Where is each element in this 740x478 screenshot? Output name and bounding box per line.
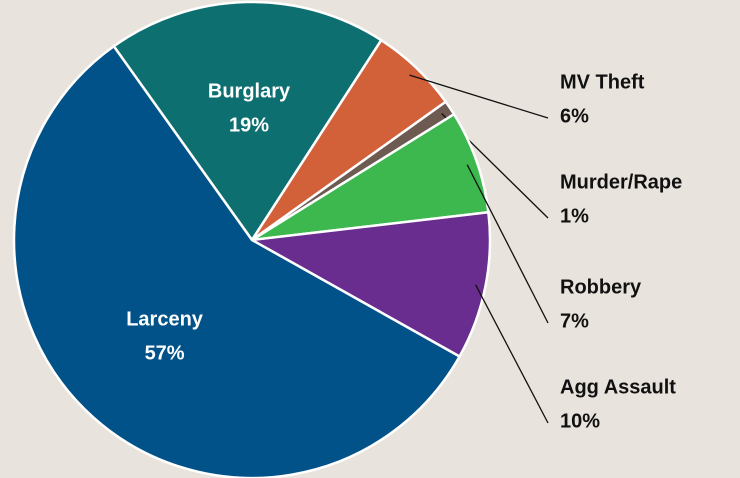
- slice-value-label: 10%: [560, 410, 600, 432]
- slice-value-label: 1%: [560, 205, 589, 227]
- slice-label: Murder/Rape: [560, 171, 682, 193]
- slice-value-label: 19%: [229, 114, 269, 136]
- slice-label: Burglary: [208, 80, 291, 102]
- slice-label: Robbery: [560, 276, 642, 298]
- pie-slice: [251, 112, 490, 242]
- slice-value-label: 7%: [560, 310, 589, 332]
- slice-label: Larceny: [126, 309, 204, 331]
- slice-value-label: 6%: [560, 105, 589, 127]
- pie-slice: [248, 210, 492, 359]
- slice-value-label: 57%: [145, 343, 185, 365]
- leader-line: [475, 284, 549, 424]
- pie-slice: [112, 0, 384, 243]
- leader-line: [409, 74, 549, 119]
- pie-slice: [12, 44, 462, 478]
- leader-line: [466, 164, 549, 324]
- slice-label: Agg Assault: [560, 376, 676, 398]
- slice-label: MV Theft: [560, 71, 645, 93]
